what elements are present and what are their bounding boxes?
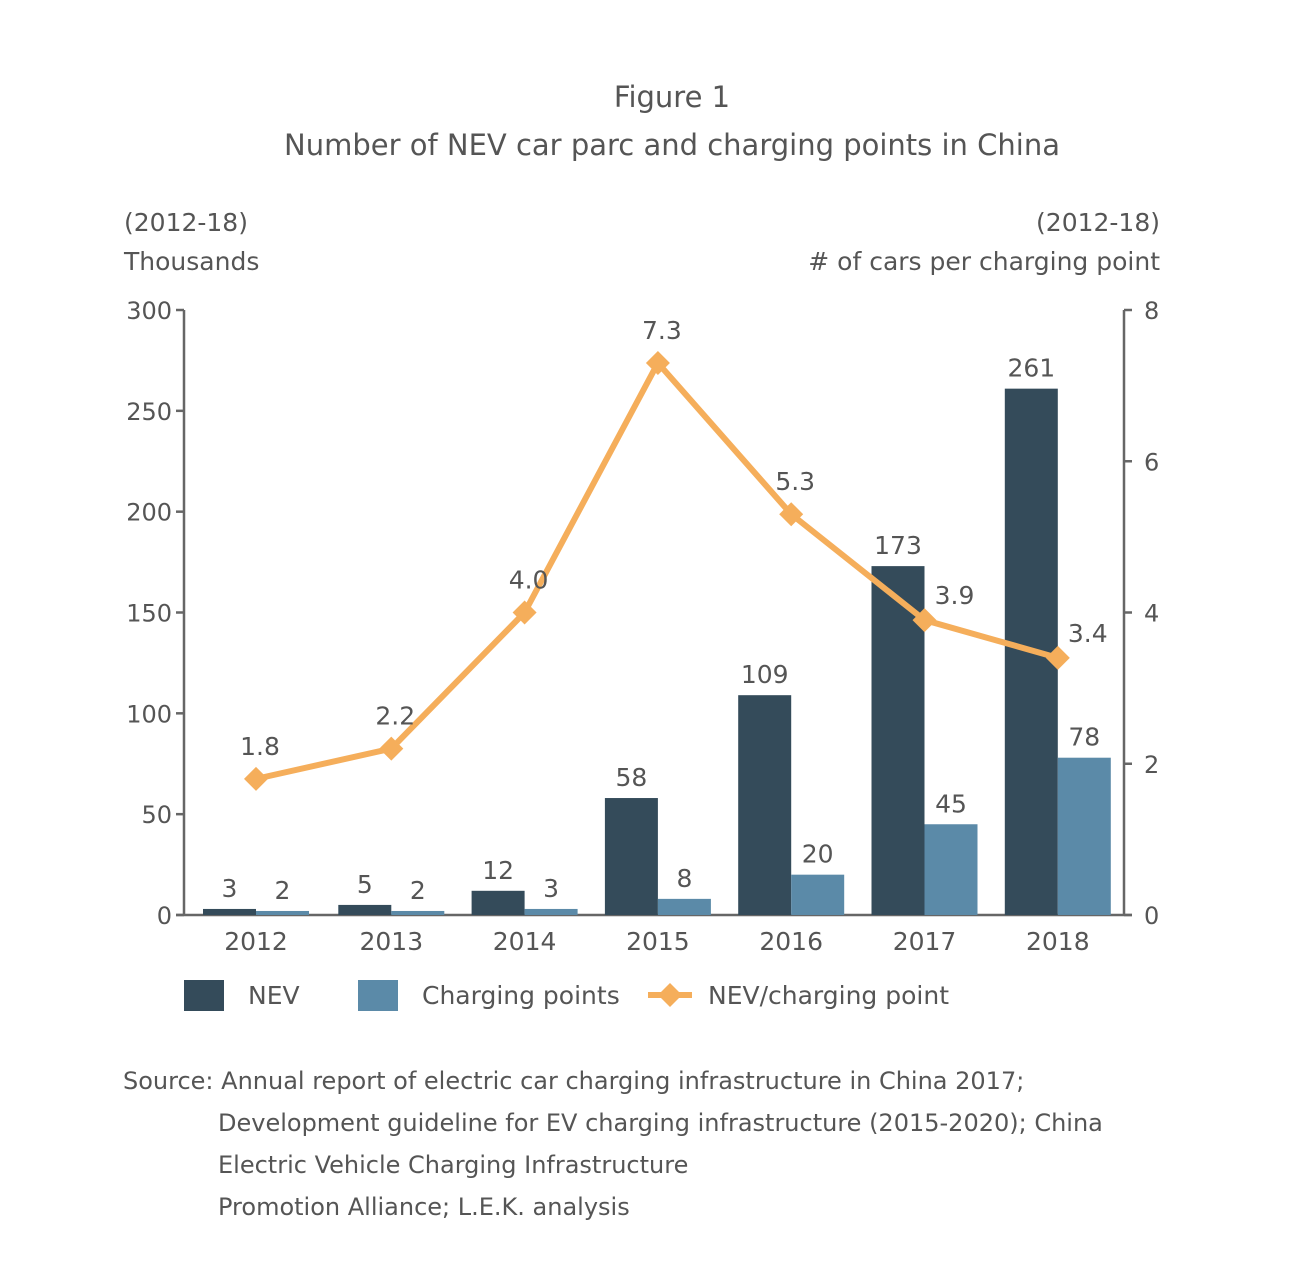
- legend-nev-swatch: [184, 980, 224, 1011]
- ratio-label: 7.3: [642, 316, 682, 345]
- nev-bar: [871, 566, 925, 915]
- source-line: Annual report of electric car charging i…: [221, 1067, 1025, 1095]
- right-tick-label: 8: [1144, 297, 1159, 325]
- legend-ratio-label: NEV/charging point: [708, 981, 949, 1010]
- left-tick-label: 200: [126, 499, 172, 527]
- left-tick-label: 300: [126, 297, 172, 325]
- left-axis-label: Thousands: [123, 247, 259, 276]
- nev-bar: [738, 695, 792, 915]
- ratio-marker: [512, 600, 537, 625]
- charging-points-bar: [924, 824, 978, 915]
- charging-points-bar: [391, 910, 445, 915]
- charging-points-bar: [1057, 757, 1111, 915]
- left-tick-label: 0: [157, 902, 172, 930]
- left-axis-period: (2012-18): [124, 208, 248, 237]
- right-tick-label: 2: [1144, 751, 1159, 779]
- charging-points-bar-label: 45: [935, 789, 967, 818]
- charging-points-bar: [256, 910, 309, 915]
- x-tick-label: 2012: [224, 927, 288, 956]
- source-line: Electric Vehicle Charging Infrastructure: [218, 1151, 689, 1179]
- x-tick-label: 2017: [893, 927, 957, 956]
- x-tick-label: 2015: [626, 927, 690, 956]
- charging-points-bar-label: 20: [802, 840, 834, 869]
- charging-points-bar-label: 3: [543, 874, 559, 903]
- left-tick-label: 50: [141, 801, 172, 829]
- nev-bar: [604, 798, 658, 915]
- nev-bar-label: 12: [482, 856, 514, 885]
- charging-points-bar: [791, 874, 845, 915]
- source-label: Source:: [123, 1067, 214, 1095]
- source-line: Development guideline for EV charging in…: [218, 1109, 1103, 1137]
- charging-points-bar: [524, 908, 578, 915]
- ratio-label: 3.9: [935, 581, 975, 610]
- legend-charging-points-swatch: [358, 980, 398, 1011]
- ratio-marker: [912, 608, 937, 633]
- ratio-marker: [379, 736, 404, 761]
- charging-points-bar: [657, 898, 711, 915]
- nev-bar-label: 3: [222, 874, 238, 903]
- right-tick-label: 0: [1144, 902, 1159, 930]
- left-tick-label: 150: [126, 600, 172, 628]
- ratio-label: 4.0: [509, 566, 549, 595]
- chart-title: Figure 1: [614, 80, 730, 114]
- ratio-marker: [645, 350, 670, 375]
- charging-points-bar-label: 78: [1068, 723, 1100, 752]
- nev-bar: [338, 904, 392, 915]
- x-tick-label: 2016: [759, 927, 823, 956]
- nev-bar: [471, 890, 525, 915]
- source-note: Source: Annual report of electric car ch…: [123, 1060, 1103, 1228]
- nev-bar-label: 5: [357, 870, 373, 899]
- ratio-label: 3.4: [1068, 619, 1108, 648]
- nev-bar: [203, 908, 256, 915]
- chart-subtitle: Number of NEV car parc and charging poin…: [284, 128, 1060, 162]
- x-tick-label: 2014: [493, 927, 557, 956]
- x-tick-label: 2013: [359, 927, 423, 956]
- charging-points-bar-label: 8: [676, 864, 692, 893]
- ratio-marker: [244, 766, 268, 791]
- charging-points-bar-label: 2: [275, 876, 291, 905]
- nev-bar-label: 58: [615, 763, 647, 792]
- source-line: Promotion Alliance; L.E.K. analysis: [218, 1193, 630, 1221]
- right-tick-label: 4: [1144, 600, 1159, 628]
- legend-charging-points-label: Charging points: [422, 981, 620, 1010]
- right-axis-label: # of cars per charging point: [808, 247, 1160, 276]
- left-tick-label: 250: [126, 398, 172, 426]
- nev-bar-label: 173: [874, 531, 922, 560]
- nev-bar-label: 261: [1007, 354, 1055, 383]
- ratio-label: 2.2: [375, 702, 415, 731]
- right-tick-label: 6: [1144, 448, 1159, 476]
- ratio-label: 5.3: [775, 467, 815, 496]
- legend-nev-label: NEV: [248, 981, 300, 1010]
- right-axis-period: (2012-18): [1036, 208, 1160, 237]
- nev-bar-label: 109: [741, 660, 789, 689]
- ratio-marker: [1045, 645, 1070, 670]
- left-tick-label: 100: [126, 700, 172, 728]
- ratio-label: 1.8: [240, 732, 280, 761]
- legend-ratio-diamond-icon: [658, 983, 682, 1007]
- ratio-marker: [779, 502, 804, 527]
- x-tick-label: 2018: [1026, 927, 1090, 956]
- charging-points-bar-label: 2: [410, 876, 426, 905]
